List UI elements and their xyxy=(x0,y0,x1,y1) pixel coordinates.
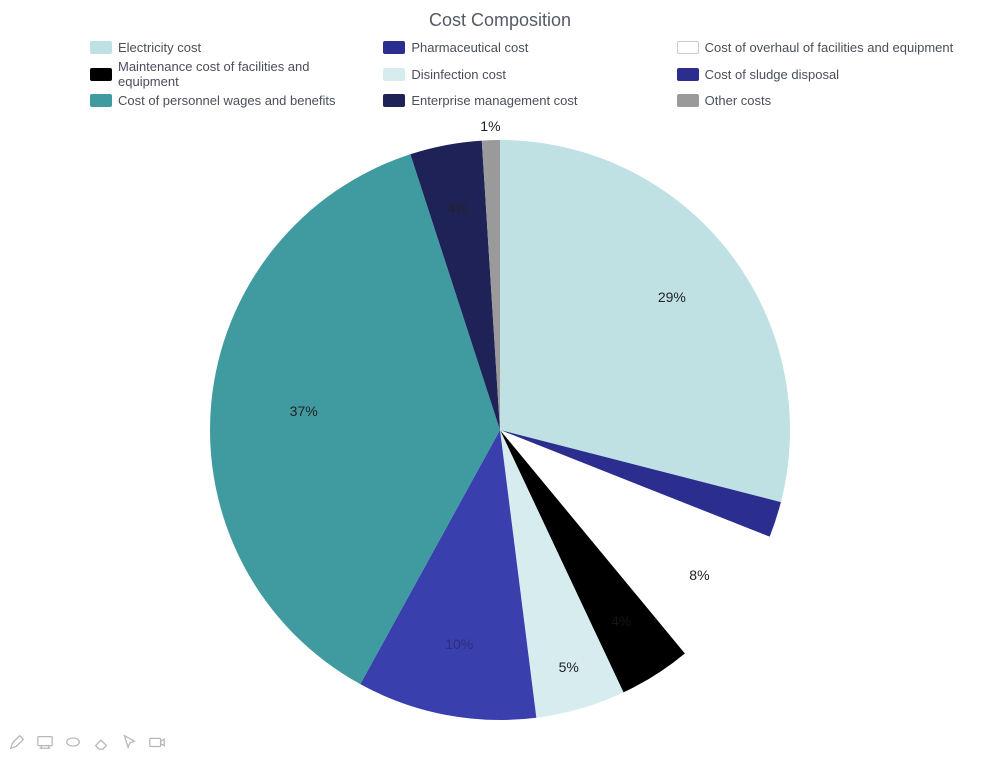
pie-chart: 29% 2% 8% 4% 5% 10% 37% 4% 1% xyxy=(0,100,1000,740)
legend-label: Maintenance cost of facilities and equip… xyxy=(118,59,373,89)
legend-item[interactable]: Maintenance cost of facilities and equip… xyxy=(90,59,373,89)
legend-swatch xyxy=(677,41,699,54)
legend-item[interactable]: Electricity cost xyxy=(90,40,373,55)
legend-item[interactable]: Pharmaceutical cost xyxy=(383,40,666,55)
pointer-icon[interactable] xyxy=(118,732,140,752)
chart-title: Cost Composition xyxy=(0,10,1000,31)
slice-label: 4% xyxy=(447,200,467,216)
slice-label: 29% xyxy=(658,289,686,305)
slice-label: 1% xyxy=(480,118,500,134)
legend-swatch xyxy=(677,68,699,81)
camera-icon[interactable] xyxy=(146,732,168,752)
board-icon[interactable] xyxy=(34,732,56,752)
slice-label: 8% xyxy=(689,567,709,583)
slice-label: 10% xyxy=(445,636,473,652)
legend-label: Electricity cost xyxy=(118,40,201,55)
eraser-icon[interactable] xyxy=(90,732,112,752)
pie-svg xyxy=(0,100,1000,740)
slice-label: 5% xyxy=(559,659,579,675)
chart-title-text: Cost Composition xyxy=(429,10,571,30)
ellipse-icon[interactable] xyxy=(62,732,84,752)
legend-swatch xyxy=(90,68,112,81)
slice-label: 4% xyxy=(611,613,631,629)
legend-item[interactable]: Disinfection cost xyxy=(383,59,666,89)
legend-label: Disinfection cost xyxy=(411,67,506,82)
legend-label: Cost of overhaul of facilities and equip… xyxy=(705,40,954,55)
legend-item[interactable]: Cost of overhaul of facilities and equip… xyxy=(677,40,960,55)
legend-swatch xyxy=(383,68,405,81)
slice-label: 2% xyxy=(744,504,764,520)
legend-swatch xyxy=(90,41,112,54)
slice-label: 37% xyxy=(290,403,318,419)
legend-swatch xyxy=(383,41,405,54)
drawing-toolbar xyxy=(6,732,168,752)
pencil-icon[interactable] xyxy=(6,732,28,752)
legend-item[interactable]: Cost of sludge disposal xyxy=(677,59,960,89)
legend-label: Pharmaceutical cost xyxy=(411,40,528,55)
legend: Electricity cost Pharmaceutical cost Cost … xyxy=(90,40,960,108)
legend-label: Cost of sludge disposal xyxy=(705,67,839,82)
